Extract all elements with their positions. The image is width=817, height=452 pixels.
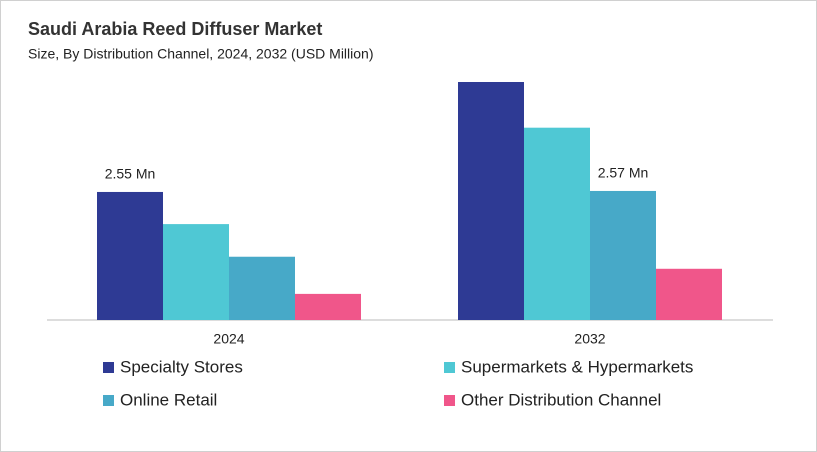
- legend-label: Other Distribution Channel: [461, 390, 661, 409]
- legend-label: Online Retail: [120, 390, 217, 409]
- chart-title: Saudi Arabia Reed Diffuser Market: [28, 19, 322, 39]
- bar: [656, 268, 722, 320]
- value-label: 2.57 Mn: [598, 165, 649, 181]
- bar: [524, 127, 590, 320]
- legend-swatch: [444, 362, 455, 373]
- bar: [229, 256, 295, 320]
- legend-swatch: [103, 362, 114, 373]
- bar: [295, 293, 361, 320]
- value-label: 2.55 Mn: [105, 166, 156, 182]
- legend-label: Specialty Stores: [120, 357, 243, 376]
- bar: [163, 224, 229, 320]
- legend-swatch: [444, 395, 455, 406]
- legend-label: Supermarkets & Hypermarkets: [461, 357, 693, 376]
- x-tick-label: 2024: [213, 331, 244, 347]
- bar: [590, 190, 656, 320]
- chart-subtitle: Size, By Distribution Channel, 2024, 203…: [28, 46, 374, 62]
- legend-swatch: [103, 395, 114, 406]
- x-tick-label: 2032: [574, 331, 605, 347]
- bar: [458, 82, 524, 320]
- bar: [97, 191, 163, 320]
